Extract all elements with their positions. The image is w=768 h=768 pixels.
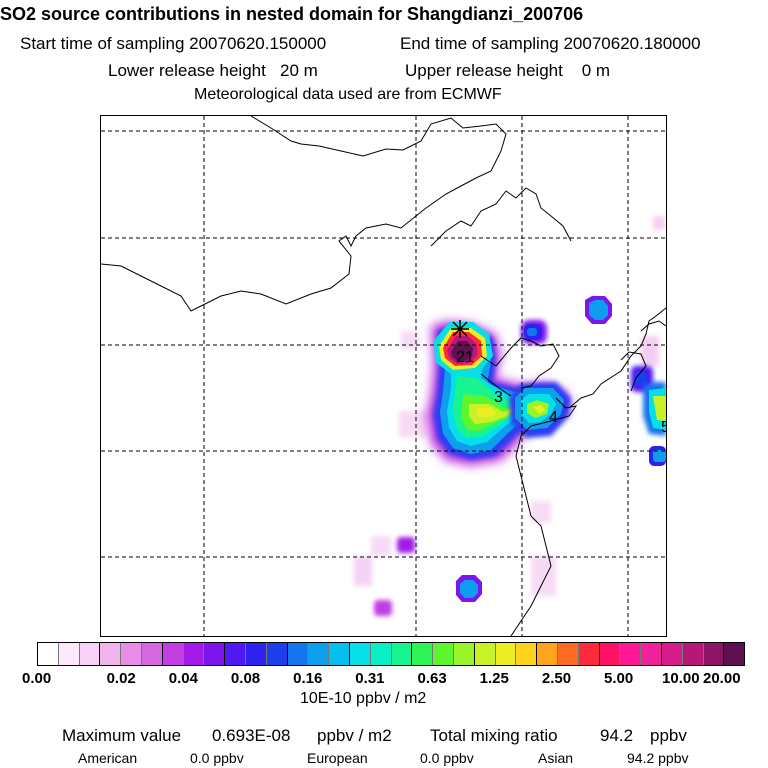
end-time-label: End time of sampling 20070620.180000 — [400, 34, 701, 53]
colorbar-swatch — [286, 643, 308, 665]
colorbar-tick-label: 10.00 — [662, 670, 700, 687]
region-asian-value: 94.2 ppbv — [627, 750, 689, 766]
maximum-value: 0.693E-08 — [212, 726, 291, 745]
source-label-3: 3 — [494, 389, 503, 406]
colorbar-tick-label: 0.16 — [293, 670, 323, 687]
colorbar-swatch — [473, 643, 495, 665]
colorbar-tick-label: 0.04 — [168, 670, 198, 687]
region-european-value: 0.0 ppbv — [420, 750, 474, 766]
colorbar-swatch — [598, 643, 620, 665]
lower-release-height-label: Lower release height 20 m — [108, 61, 318, 80]
maximum-value-unit: ppbv / m2 — [317, 726, 392, 745]
region-european-label: European — [307, 750, 368, 766]
colorbar-tick-label: 5.00 — [604, 670, 634, 687]
colorbar-swatch — [38, 643, 58, 665]
colorbar — [37, 642, 745, 666]
coastlines — [101, 116, 666, 636]
colorbar-swatch — [203, 643, 225, 665]
colorbar-swatch — [224, 643, 245, 665]
lat-lon-grid — [101, 116, 666, 636]
region-american-value: 0.0 ppbv — [190, 750, 244, 766]
total-mixing-ratio-value: 94.2 — [600, 726, 634, 745]
colorbar-tick-label: 0.63 — [417, 670, 447, 687]
colorbar-tick-label: 2.50 — [541, 670, 572, 687]
met-data-label: Meteorological data used are from ECMWF — [194, 86, 502, 103]
region-american-label: American — [78, 750, 138, 766]
colorbar-swatch — [556, 643, 578, 665]
colorbar-tick-label: 0.08 — [230, 670, 261, 687]
colorbar-swatch — [182, 643, 204, 665]
colorbar-unit-label: 10E-10 ppbv / m2 — [300, 690, 427, 707]
colorbar-swatch — [411, 643, 433, 665]
colorbar-swatch — [140, 643, 162, 665]
colorbar-swatch — [640, 643, 661, 665]
map-canvas: 2 1 3 4 5 — [101, 116, 666, 636]
colorbar-swatch — [57, 643, 79, 665]
colorbar-swatch — [265, 643, 287, 665]
colorbar-swatch — [452, 643, 474, 665]
source-label-5: 5 — [661, 419, 666, 436]
plot-title: SO2 source contributions in nested domai… — [0, 4, 584, 24]
colorbar-swatch — [432, 643, 453, 665]
source-label-4: 4 — [549, 409, 558, 426]
total-mixing-ratio-label: Total mixing ratio — [430, 726, 558, 745]
colorbar-swatch — [723, 643, 745, 665]
colorbar-swatch — [307, 643, 329, 665]
region-asian-label: Asian — [538, 750, 574, 766]
source-hotspot — [434, 322, 493, 374]
maximum-value-label: Maximum value — [62, 726, 182, 745]
total-mixing-ratio-unit: ppbv — [650, 726, 687, 745]
source-label-1: 1 — [465, 349, 474, 366]
colorbar-swatch — [681, 643, 703, 665]
map-panel: 2 1 3 4 5 — [100, 115, 667, 637]
colorbar-swatch — [78, 643, 100, 665]
colorbar-swatch — [515, 643, 537, 665]
colorbar-tick-label: 0.31 — [355, 670, 385, 687]
colorbar-swatch — [702, 643, 724, 665]
colorbar-tick-label: 0.02 — [106, 670, 136, 687]
source-labels: 2 1 3 4 5 — [456, 349, 666, 436]
start-time-label: Start time of sampling 20070620.150000 — [20, 34, 327, 53]
colorbar-tick-label: 0.00 — [22, 670, 52, 687]
colorbar-swatch — [619, 643, 641, 665]
colorbar-swatch — [660, 643, 682, 665]
low-contribution-patches — [354, 216, 665, 596]
colorbar-swatch — [161, 643, 183, 665]
colorbar-swatch — [244, 643, 266, 665]
colorbar-swatch — [328, 643, 349, 665]
colorbar-tick-label: 1.25 — [479, 670, 509, 687]
colorbar-swatch — [536, 643, 557, 665]
isolated-hotspots — [374, 296, 666, 616]
colorbar-swatch — [99, 643, 121, 665]
colorbar-swatch — [348, 643, 370, 665]
source-label-2: 2 — [456, 349, 465, 366]
colorbar-swatch — [577, 643, 599, 665]
colorbar-swatch — [390, 643, 412, 665]
colorbar-tick-label: 20.00 — [703, 670, 741, 687]
colorbar-swatch — [494, 643, 516, 665]
star-icon — [451, 320, 469, 338]
colorbar-swatch — [369, 643, 391, 665]
east-plume-arm — [509, 382, 571, 438]
colorbar-swatch — [120, 643, 141, 665]
upper-release-height-label: Upper release height 0 m — [405, 61, 611, 80]
